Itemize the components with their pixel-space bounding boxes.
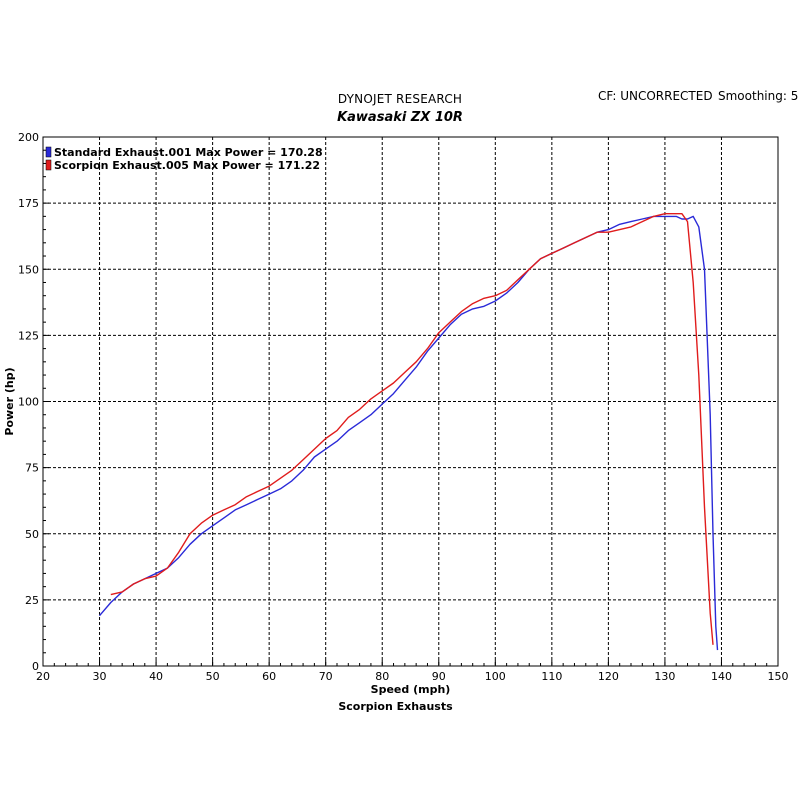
legend-swatch-standard bbox=[45, 146, 52, 158]
chart-title: Kawasaki ZX 10R bbox=[337, 110, 463, 125]
y-tick-label: 125 bbox=[18, 329, 39, 342]
footer-caption: Scorpion Exhausts bbox=[338, 700, 453, 713]
x-tick-label: 140 bbox=[711, 670, 732, 683]
x-tick-label: 80 bbox=[375, 670, 389, 683]
y-tick-label: 25 bbox=[25, 594, 39, 607]
x-tick-label: 100 bbox=[485, 670, 506, 683]
y-tick-label: 100 bbox=[18, 396, 39, 409]
legend-swatch-scorpion bbox=[45, 159, 52, 171]
x-tick-label: 50 bbox=[206, 670, 220, 683]
series-layer bbox=[98, 213, 719, 651]
x-tick-label: 130 bbox=[654, 670, 675, 683]
y-tick-label: 200 bbox=[18, 131, 39, 144]
x-tick-label: 110 bbox=[541, 670, 562, 683]
x-tick-label: 20 bbox=[36, 670, 50, 683]
y-tick-label: 0 bbox=[32, 660, 39, 673]
y-tick-label: 75 bbox=[25, 462, 39, 475]
x-tick-label: 60 bbox=[262, 670, 276, 683]
legend: Standard Exhaust.001 Max Power = 170.28S… bbox=[45, 146, 323, 172]
x-tick-label: 90 bbox=[432, 670, 446, 683]
app-title: DYNOJET RESEARCH bbox=[337, 92, 463, 106]
y-tick-label: 175 bbox=[18, 197, 39, 210]
y-tick-label: 150 bbox=[18, 263, 39, 276]
x-tick-label: 150 bbox=[768, 670, 789, 683]
legend-entry-scorpion: Scorpion Exhaust.005 Max Power = 171.22 bbox=[54, 159, 320, 172]
x-axis-label: Speed (mph) bbox=[371, 683, 451, 696]
x-tick-label: 30 bbox=[93, 670, 107, 683]
correction-factor: CF: UNCORRECTED bbox=[598, 89, 713, 103]
axis-ticks: 20 30 40 50 60 70 80 90 100 110 120 130 140 150 0 25 50 7… bbox=[18, 131, 789, 683]
standard-exhaust-line bbox=[98, 215, 719, 651]
x-tick-label: 70 bbox=[319, 670, 333, 683]
y-axis-label: Power (hp) bbox=[3, 367, 16, 435]
y-tick-label: 50 bbox=[25, 528, 39, 541]
smoothing-setting: Smoothing: 5 bbox=[718, 89, 799, 103]
scorpion-exhaust-line bbox=[110, 213, 714, 645]
legend-entry-standard: Standard Exhaust.001 Max Power = 170.28 bbox=[54, 146, 323, 159]
x-tick-label: 120 bbox=[598, 670, 619, 683]
grid-lines bbox=[43, 137, 778, 666]
x-tick-label: 40 bbox=[149, 670, 163, 683]
